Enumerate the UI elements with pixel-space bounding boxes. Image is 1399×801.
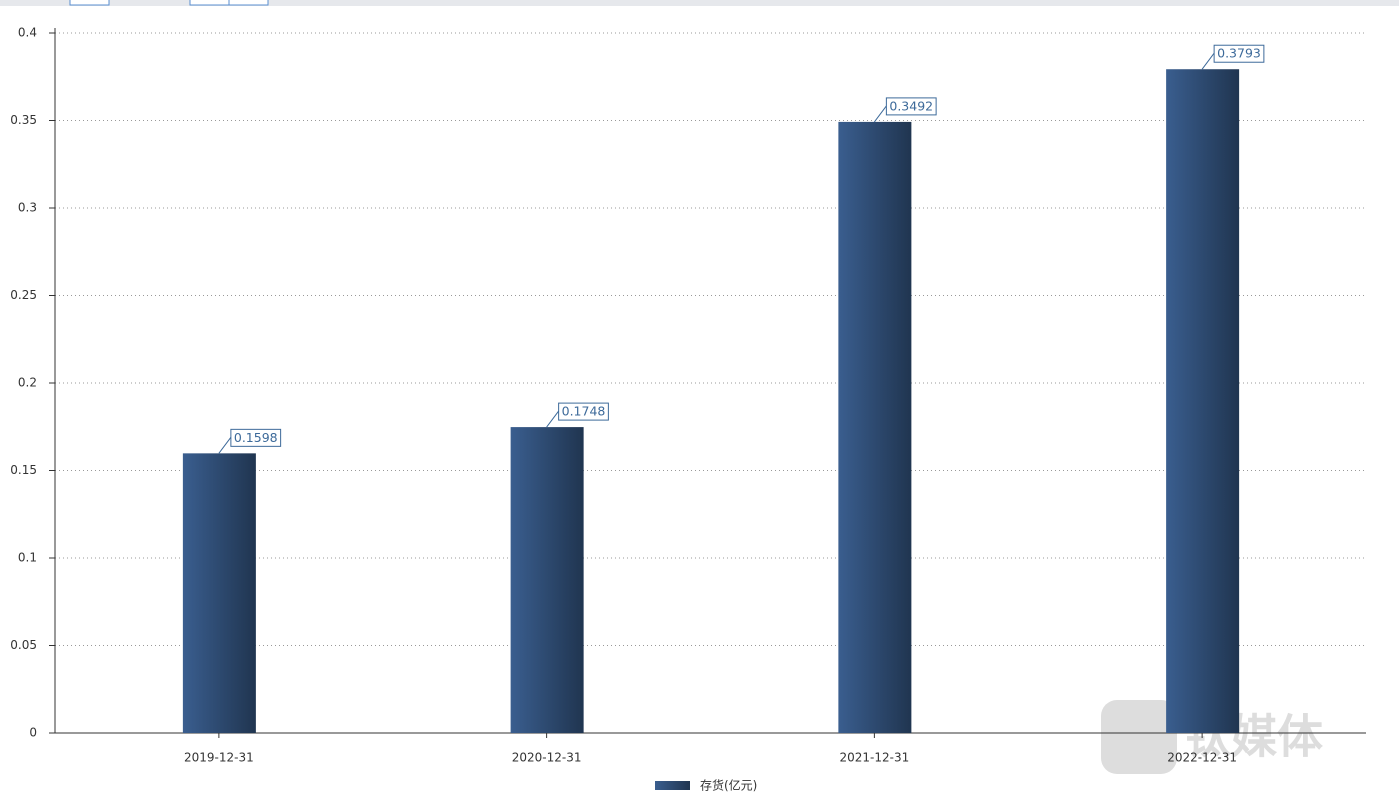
y-tick-label: 0.3 [18,201,37,215]
y-tick-label: 0.2 [18,376,37,390]
value-label: 0.1598 [234,430,278,445]
value-label: 0.1748 [562,404,606,419]
label-leader [873,105,887,123]
bar [838,121,912,733]
label-box [558,402,609,421]
label-box [230,428,282,447]
toolbar-button[interactable] [228,0,269,6]
y-tick-label: 0 [29,726,37,740]
y-tick-label: 0.4 [18,26,37,40]
x-tick-label: 2020-12-31 [512,751,582,765]
y-tick-label: 0.25 [10,288,37,302]
label-box [885,97,937,116]
label-leader [218,437,232,454]
toolbar-button[interactable] [189,0,230,6]
x-tick-label: 2019-12-31 [184,751,254,765]
x-tick-label: 2021-12-31 [840,751,910,765]
label-leader [1201,52,1215,70]
y-tick-label: 0.35 [10,113,37,127]
bar [182,453,256,733]
bar [1166,69,1240,734]
legend-swatch [655,781,690,790]
label-box [1213,44,1265,63]
toolbar-strip [0,0,1399,6]
label-leader [546,410,560,428]
watermark-logo [1101,700,1177,774]
toolbar-button[interactable] [69,0,110,6]
x-tick-label: 2022-12-31 [1167,751,1237,765]
y-tick-label: 0.1 [18,551,37,565]
value-label: 0.3793 [1217,46,1261,61]
value-label: 0.3492 [889,98,933,113]
y-tick-label: 0.05 [10,638,37,652]
legend-label: 存货(亿元) [700,778,757,793]
bar [510,427,584,733]
y-tick-label: 0.15 [10,463,37,477]
